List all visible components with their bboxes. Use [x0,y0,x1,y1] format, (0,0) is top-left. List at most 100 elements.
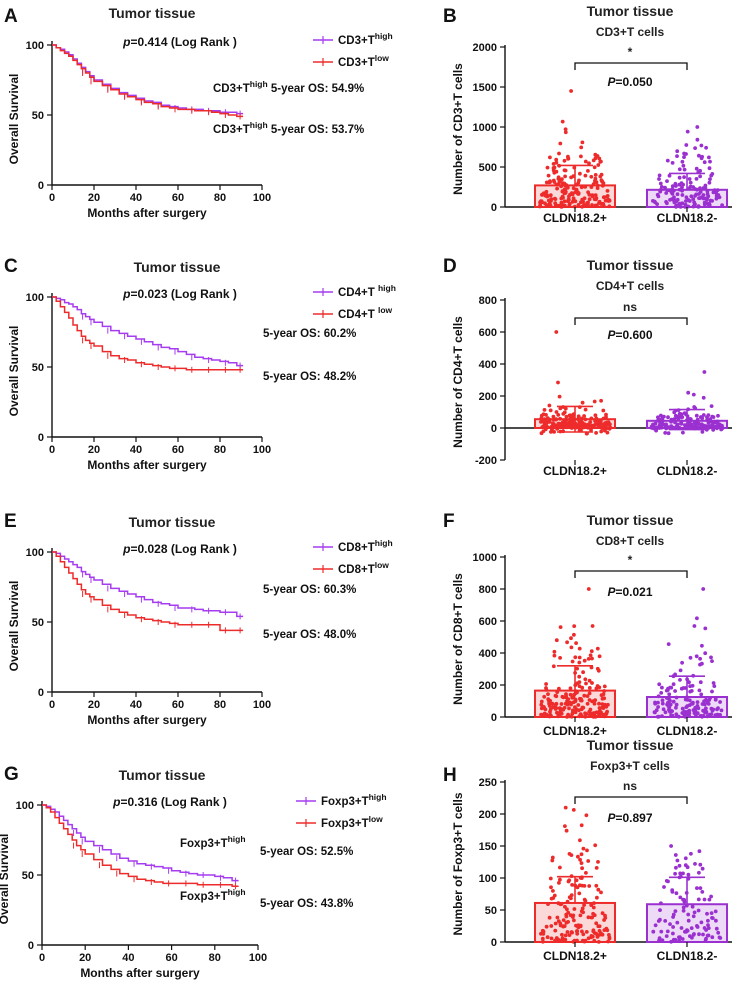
data-point [592,399,597,404]
annotation: 5-year OS: 60.3% [263,584,356,596]
data-point [577,891,582,896]
data-point [590,915,594,920]
data-point [571,186,576,191]
data-point [604,704,609,709]
data-point [689,926,694,930]
data-point [546,714,551,718]
data-point [658,908,662,912]
data-point [675,415,679,420]
data-point [683,205,688,209]
y-tick-label: 2000 [473,42,497,54]
data-point [688,934,692,938]
annotation-base: 5-year OS: 48.2% [263,371,356,383]
panel-label: D [443,256,457,277]
data-point [695,125,700,129]
data-point [558,141,563,146]
data-point [571,695,576,700]
data-point [565,640,569,645]
data-point [542,711,547,716]
data-point [716,930,721,935]
data-point [565,899,570,904]
data-point [571,939,576,944]
data-point [557,706,562,711]
data-point [581,846,586,851]
data-point [540,193,544,197]
data-point [554,706,559,710]
data-point [710,199,714,203]
x-category-label: CLDN18.2- [657,464,718,478]
data-point [586,657,591,661]
data-point [557,881,561,885]
data-point [676,714,681,719]
chart-title: Tumor tissue [129,514,216,530]
x-tick-label: 40 [122,952,134,964]
data-point [563,191,568,195]
data-point [594,883,599,888]
data-point [665,158,670,163]
chart-subtitle: CD8+T cells [596,534,665,548]
data-point [679,421,683,426]
data-point [592,938,597,943]
data-point [665,201,669,206]
data-point [568,416,573,421]
data-point [577,655,582,660]
data-point [653,710,657,715]
data-point [558,625,563,629]
data-point [592,901,596,905]
pvalue-rest: =0.316 (Log Rank ) [120,795,226,809]
data-point [710,423,715,427]
data-point [590,203,594,207]
data-point [552,893,557,898]
annotation-base: 5-year OS: 60.3% [263,584,356,596]
log-rank-pvalue: p=0.028 (Log Rank ) [122,542,237,556]
pvalue-letter: P [607,328,616,342]
x-axis-label: Months after surgery [87,713,207,727]
data-point [553,921,558,926]
data-point [589,428,593,432]
legend-name: CD3+T [338,57,375,69]
data-point [709,712,714,717]
x-tick-label: 100 [253,192,271,204]
data-point [545,935,550,940]
data-point [692,200,696,205]
data-point [679,926,684,930]
data-point [587,686,592,690]
data-point [706,923,710,927]
data-point [567,933,572,937]
data-point [710,689,714,694]
data-point [582,203,586,207]
data-point [545,165,550,170]
annotation-sup: high [250,120,268,130]
x-tick-label: 40 [130,444,142,456]
y-tick-label: -200 [475,455,497,467]
data-point [652,424,656,429]
data-point [711,428,716,432]
data-point [564,414,569,419]
data-point [571,710,575,715]
data-point [713,909,718,914]
pvalue: P=0.600 [607,328,652,342]
data-point [674,702,679,707]
data-point [563,904,567,909]
data-point [689,851,693,856]
data-point [698,174,702,179]
data-point [666,415,670,420]
data-point [684,143,689,147]
data-point [591,182,596,187]
data-point [594,866,599,870]
y-tick-label: 0 [491,423,497,435]
y-tick-label: 50 [32,362,44,374]
x-category-label: CLDN18.2+ [543,724,607,738]
data-point [678,668,683,673]
km-panel-A: A Tumor tissue p=0.414 (Log Rank ) 0 20 40 60 8… [4,5,393,220]
data-point [589,649,594,654]
data-point [691,197,696,202]
data-point [689,424,694,429]
data-point [542,694,547,699]
data-point [576,203,581,207]
data-point [714,918,718,923]
data-point [585,701,590,706]
bar-panel-F: F Tumor tissue CD8+T cells 0 200 400 600 800 100… [443,511,732,738]
data-point [681,163,686,168]
data-point [665,179,669,184]
